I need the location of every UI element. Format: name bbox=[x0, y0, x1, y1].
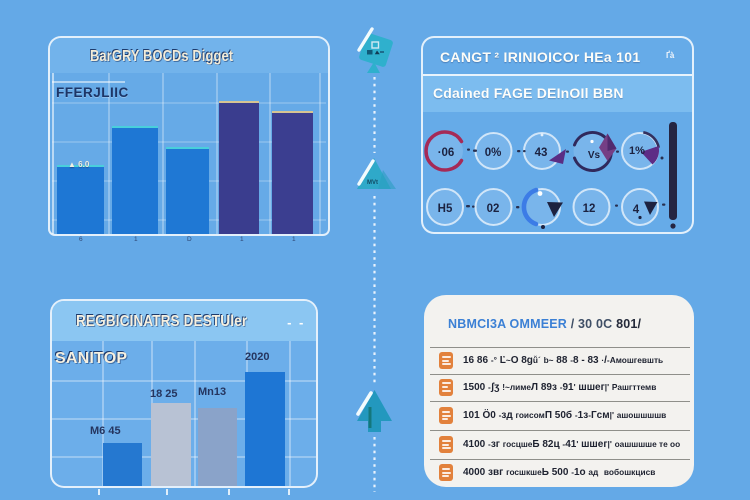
svg-text:1%: 1% bbox=[629, 145, 645, 157]
svg-text:02: 02 bbox=[487, 203, 500, 215]
svg-text:H5: H5 bbox=[438, 203, 453, 215]
svg-text:MVt: MVt bbox=[367, 180, 378, 186]
svg-text:Vs: Vs bbox=[588, 150, 601, 161]
svg-text:43: 43 bbox=[535, 147, 548, 159]
svg-text:4: 4 bbox=[633, 204, 640, 216]
svg-text:0%: 0% bbox=[485, 147, 502, 159]
svg-text:·06: ·06 bbox=[438, 147, 455, 159]
svg-text:12: 12 bbox=[583, 203, 596, 215]
